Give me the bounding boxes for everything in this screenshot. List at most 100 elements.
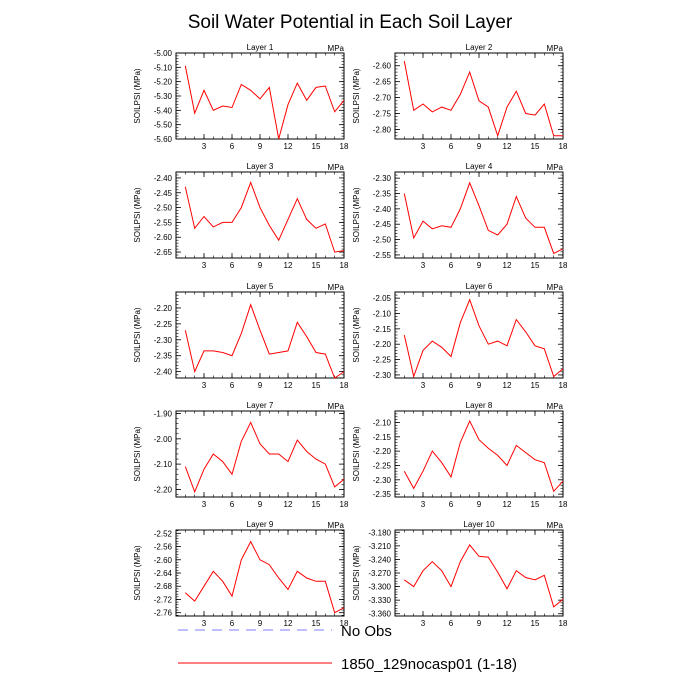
panel-title: Layer 1 (247, 43, 274, 52)
x-tick-label: 18 (559, 619, 568, 628)
x-tick-label: 3 (202, 381, 207, 390)
legend-no-obs-label: No Obs (341, 623, 392, 640)
x-tick-label: 18 (340, 381, 349, 390)
series-line (184, 65, 345, 140)
x-tick-label: 18 (559, 261, 568, 270)
panel-title: Layer 8 (466, 401, 493, 410)
series-line (403, 181, 564, 255)
y-tick-label: -2.60 (154, 556, 173, 565)
y-tick-label: -5.30 (154, 92, 173, 101)
unit-label: MPa (328, 163, 345, 172)
x-tick-label: 12 (503, 381, 512, 390)
plot-frame (175, 171, 345, 259)
y-tick-label: -2.30 (373, 476, 392, 485)
x-tick-label: 9 (477, 619, 482, 628)
unit-label: MPa (547, 163, 564, 172)
unit-label: MPa (328, 402, 345, 411)
x-tick-label: 6 (449, 500, 454, 509)
y-tick-label: -2.65 (154, 248, 173, 257)
x-tick-label: 9 (477, 381, 482, 390)
layer-panel: Layer 5 MPa SOILPSI (MPa) 3 6 9 12 15 18 -2.20 -2.… (133, 282, 349, 390)
y-tick-label: -5.50 (154, 121, 173, 130)
y-tick-label: -2.65 (373, 78, 392, 87)
y-axis-label: SOILPSI (MPa) (352, 187, 361, 242)
x-tick-label: 15 (312, 142, 321, 151)
x-tick-label: 3 (421, 381, 426, 390)
y-tick-label: -2.30 (154, 336, 173, 345)
x-tick-label: 12 (284, 381, 293, 390)
x-tick-label: 15 (312, 261, 321, 270)
y-tick-label: -2.70 (373, 94, 392, 103)
x-tick-label: 6 (449, 619, 454, 628)
x-tick-label: 15 (312, 619, 321, 628)
y-tick-label: -2.25 (373, 461, 392, 470)
y-tick-label: -2.45 (154, 189, 173, 198)
plot-frame (394, 291, 564, 379)
series-line (403, 419, 564, 493)
unit-label: MPa (547, 283, 564, 292)
y-tick-label: -2.72 (154, 595, 173, 604)
x-tick-label: 6 (230, 261, 235, 270)
y-tick-label: -2.40 (154, 368, 173, 377)
panel-title: Layer 7 (247, 401, 274, 410)
series-line (403, 60, 563, 138)
layer-panel: Layer 6 MPa SOILPSI (MPa) 3 6 9 12 15 18 -2.05 -2.… (352, 282, 568, 390)
y-tick-label: -2.20 (373, 447, 392, 456)
y-tick-label: -2.35 (373, 190, 392, 199)
x-tick-label: 12 (503, 500, 512, 509)
x-tick-label: 3 (421, 261, 426, 270)
y-tick-label: -1.90 (154, 410, 173, 419)
x-tick-label: 15 (531, 142, 540, 151)
y-tick-label: -2.30 (373, 174, 392, 183)
x-tick-label: 15 (312, 500, 321, 509)
layer-panel: Layer 8 MPa SOILPSI (MPa) 3 6 9 12 15 18 -2.10 -2.… (352, 401, 568, 509)
x-tick-label: 3 (202, 261, 207, 270)
x-tick-label: 9 (258, 500, 263, 509)
y-tick-label: -2.40 (154, 174, 173, 183)
series-line (403, 298, 564, 379)
y-tick-label: -2.25 (373, 356, 392, 365)
y-tick-label: -5.00 (154, 49, 173, 58)
panel-title: Layer 10 (463, 520, 495, 529)
y-tick-label: -2.40 (373, 205, 392, 214)
unit-label: MPa (328, 521, 345, 530)
y-tick-label: -2.76 (154, 609, 173, 618)
y-tick-label: -3.240 (368, 555, 391, 564)
layer-panel: Layer 2 MPa SOILPSI (MPa) 3 6 9 12 15 18 -2.60 -2.… (352, 43, 568, 151)
x-tick-label: 9 (258, 261, 263, 270)
x-tick-label: 18 (559, 381, 568, 390)
y-tick-label: -5.60 (154, 135, 173, 144)
x-tick-label: 18 (340, 500, 349, 509)
plot-frame (394, 529, 564, 617)
unit-label: MPa (547, 521, 564, 530)
panel-title: Layer 4 (466, 162, 493, 171)
y-tick-label: -3.300 (368, 583, 391, 592)
y-tick-label: -2.50 (154, 204, 173, 213)
y-tick-label: -2.45 (373, 220, 392, 229)
x-tick-label: 15 (531, 619, 540, 628)
panel-title: Layer 2 (466, 43, 493, 52)
series-line (184, 180, 345, 253)
x-tick-label: 12 (284, 619, 293, 628)
x-tick-label: 18 (340, 142, 349, 151)
x-tick-label: 12 (284, 261, 293, 270)
plot-frame (394, 410, 564, 498)
x-tick-label: 18 (340, 619, 349, 628)
x-tick-label: 3 (421, 500, 426, 509)
unit-label: MPa (328, 44, 345, 53)
y-tick-label: -2.15 (373, 433, 392, 442)
y-tick-label: -5.20 (154, 78, 173, 87)
y-tick-label: -2.20 (373, 340, 392, 349)
layer-panel: Layer 3 MPa SOILPSI (MPa) 3 6 9 12 15 18 -2.40 -2.… (133, 162, 349, 270)
panel-title: Layer 9 (247, 520, 274, 529)
plot-frame (394, 171, 564, 259)
layer-panel: Layer 10 MPa SOILPSI (MPa) 3 6 9 12 15 18 -3.180 -… (352, 520, 568, 628)
x-tick-label: 12 (503, 619, 512, 628)
y-tick-label: -2.35 (373, 490, 392, 499)
x-tick-label: 3 (202, 619, 207, 628)
legend-model-label: 1850_129nocasp01 (1-18) (341, 656, 517, 673)
y-axis-label: SOILPSI (MPa) (133, 68, 142, 123)
x-tick-label: 3 (202, 142, 207, 151)
x-tick-label: 3 (202, 500, 207, 509)
unit-label: MPa (547, 44, 564, 53)
